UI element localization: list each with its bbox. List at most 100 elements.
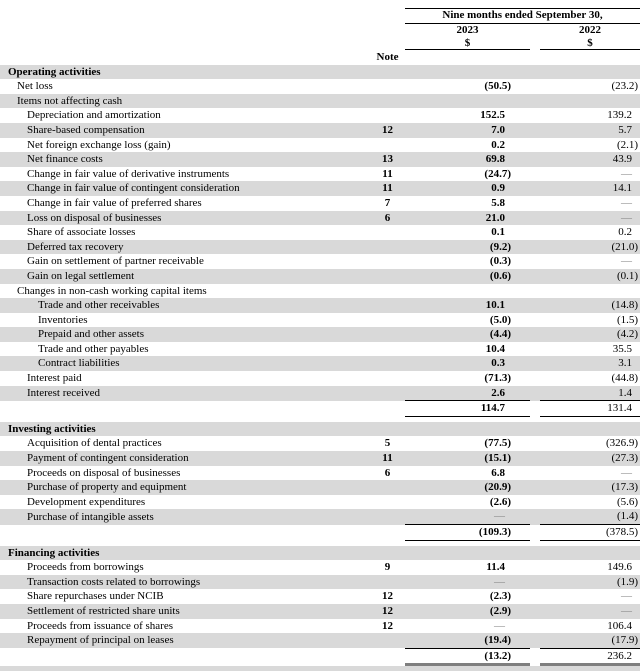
- value-2022: [540, 284, 640, 299]
- row-label: Loss on disposal of businesses: [27, 211, 162, 224]
- table-row: Interest received 2.6 1.4: [0, 385, 640, 402]
- header-gap: [530, 37, 540, 50]
- value-2023: (19.4): [405, 633, 530, 649]
- value-2022: —: [621, 211, 633, 224]
- row-label: Gain on settlement of partner receivable: [27, 255, 204, 268]
- header-gap: [530, 49, 540, 65]
- row-label: [0, 648, 370, 665]
- row-label: Net finance costs: [27, 153, 103, 166]
- note-cell: 6: [384, 466, 391, 479]
- total-row: 114.7 131.4: [0, 400, 640, 417]
- note-cell: [370, 138, 405, 153]
- year-header-row: 2023 2022: [0, 23, 640, 37]
- note-cell: 9: [384, 561, 391, 574]
- table-row: Net foreign exchange loss (gain) 0.2 (2.1): [0, 138, 640, 153]
- table-row: Share-based compensation 12 7.0 5.7: [0, 122, 640, 138]
- note-cell: [370, 327, 405, 342]
- value-2022: (17.9): [540, 633, 640, 649]
- value-2023: 11.4: [486, 561, 505, 574]
- table-row: Proceeds on disposal of businesses 6 6.8 —: [0, 466, 640, 481]
- column-gap: [530, 298, 540, 313]
- section-row: Financing activities: [0, 545, 640, 561]
- note-cell: [370, 65, 405, 80]
- value-2022: 1.4: [540, 385, 640, 402]
- value-2023: 114.7: [405, 400, 530, 417]
- value-2023: 69.8: [485, 153, 505, 166]
- value-2023: (77.5): [484, 437, 511, 450]
- value-2022: 149.6: [607, 561, 633, 574]
- total-row: (13.2) 236.2: [0, 648, 640, 667]
- table-row: Gain on legal settlement (0.6) (0.1): [0, 268, 640, 284]
- currency-header-row: $ $: [0, 36, 640, 50]
- note-cell: 6: [384, 211, 391, 224]
- row-label: Trade and other receivables: [38, 299, 160, 312]
- value-2023: 10.4: [485, 342, 505, 355]
- table-row: Trade and other payables 10.4 35.5: [0, 342, 640, 357]
- table-row: Purchase of intangible assets — (1.4): [0, 509, 640, 526]
- note-cell: [370, 525, 405, 541]
- value-2022: (326.9): [605, 437, 639, 450]
- value-2023: 7.0: [491, 123, 505, 136]
- note-cell: [370, 575, 405, 590]
- value-2023: 0.9: [491, 182, 505, 195]
- row-label: Settlement of restricted share units: [27, 604, 180, 617]
- column-gap: [530, 123, 540, 138]
- value-2023: (2.3): [489, 590, 511, 603]
- row-label: Proceeds from issuance of shares: [27, 619, 174, 632]
- note-cell: 7: [384, 196, 391, 209]
- value-2022: [540, 422, 640, 437]
- row-label: Development expenditures: [27, 495, 146, 508]
- table-row: Changes in non-cash working capital item…: [0, 284, 640, 299]
- value-2023: [405, 65, 530, 80]
- table-row: Share repurchases under NCIB 12 (2.3) —: [0, 589, 640, 604]
- value-2023: 10.1: [485, 299, 505, 312]
- note-cell: [370, 313, 405, 328]
- value-2022: (1.9): [616, 575, 639, 588]
- row-label: Items not affecting cash: [17, 94, 123, 107]
- table-row: Inventories (5.0) (1.5): [0, 313, 640, 328]
- note-cell: [370, 356, 405, 371]
- value-2023: (2.6): [489, 495, 511, 508]
- header-blank: [0, 49, 370, 65]
- row-label: Transaction costs related to borrowings: [27, 575, 201, 588]
- value-2022: 14.1: [612, 182, 633, 195]
- row-label: [0, 525, 370, 541]
- value-2023: (50.5): [484, 80, 511, 93]
- value-2023: (0.6): [489, 269, 511, 282]
- value-2022: 35.5: [612, 342, 633, 355]
- value-2022: [540, 65, 640, 80]
- value-2022: 131.4: [540, 400, 640, 417]
- column-header-2022: 2022: [579, 23, 601, 36]
- row-label: Inventories: [38, 313, 88, 326]
- note-cell: [370, 509, 405, 524]
- section-row: Operating activities: [0, 64, 640, 80]
- table-row: Prepaid and other assets (4.4) (4.2): [0, 327, 640, 342]
- table-row: Items not affecting cash: [0, 93, 640, 109]
- row-label: Net loss: [17, 80, 53, 93]
- table-row: Change in fair value of derivative instr…: [0, 167, 640, 182]
- section-label: Operating activities: [8, 65, 101, 78]
- currency-symbol-2023: $: [405, 36, 530, 50]
- value-2023: 5.8: [491, 196, 505, 209]
- row-label: Changes in non-cash working capital item…: [17, 284, 207, 297]
- row-label: Prepaid and other assets: [38, 328, 144, 341]
- value-2023: (109.3): [405, 524, 530, 541]
- table-row: Proceeds from issuance of shares 12 — 106.4: [0, 619, 640, 634]
- value-2022: —: [621, 604, 633, 617]
- note-cell: 11: [382, 167, 393, 180]
- note-header-row: Note: [0, 49, 640, 65]
- row-label: [0, 401, 370, 417]
- value-2023: 21.0: [485, 211, 505, 224]
- value-2023: 2.6: [405, 385, 530, 402]
- value-2022: —: [621, 466, 633, 479]
- column-gap: [530, 342, 540, 357]
- row-label: Share of associate losses: [27, 226, 136, 239]
- note-cell: 5: [384, 437, 391, 450]
- table-row: Net loss (50.5) (23.2): [0, 79, 640, 94]
- section-label: Investing activities: [8, 422, 96, 435]
- column-gap: [530, 79, 540, 94]
- row-label: Net foreign exchange loss (gain): [27, 138, 171, 151]
- total-row: (109.3) (378.5): [0, 524, 640, 541]
- table-row: Loss on disposal of businesses 6 21.0 —: [0, 210, 640, 226]
- table-row: Settlement of restricted share units 12 (2…: [0, 603, 640, 619]
